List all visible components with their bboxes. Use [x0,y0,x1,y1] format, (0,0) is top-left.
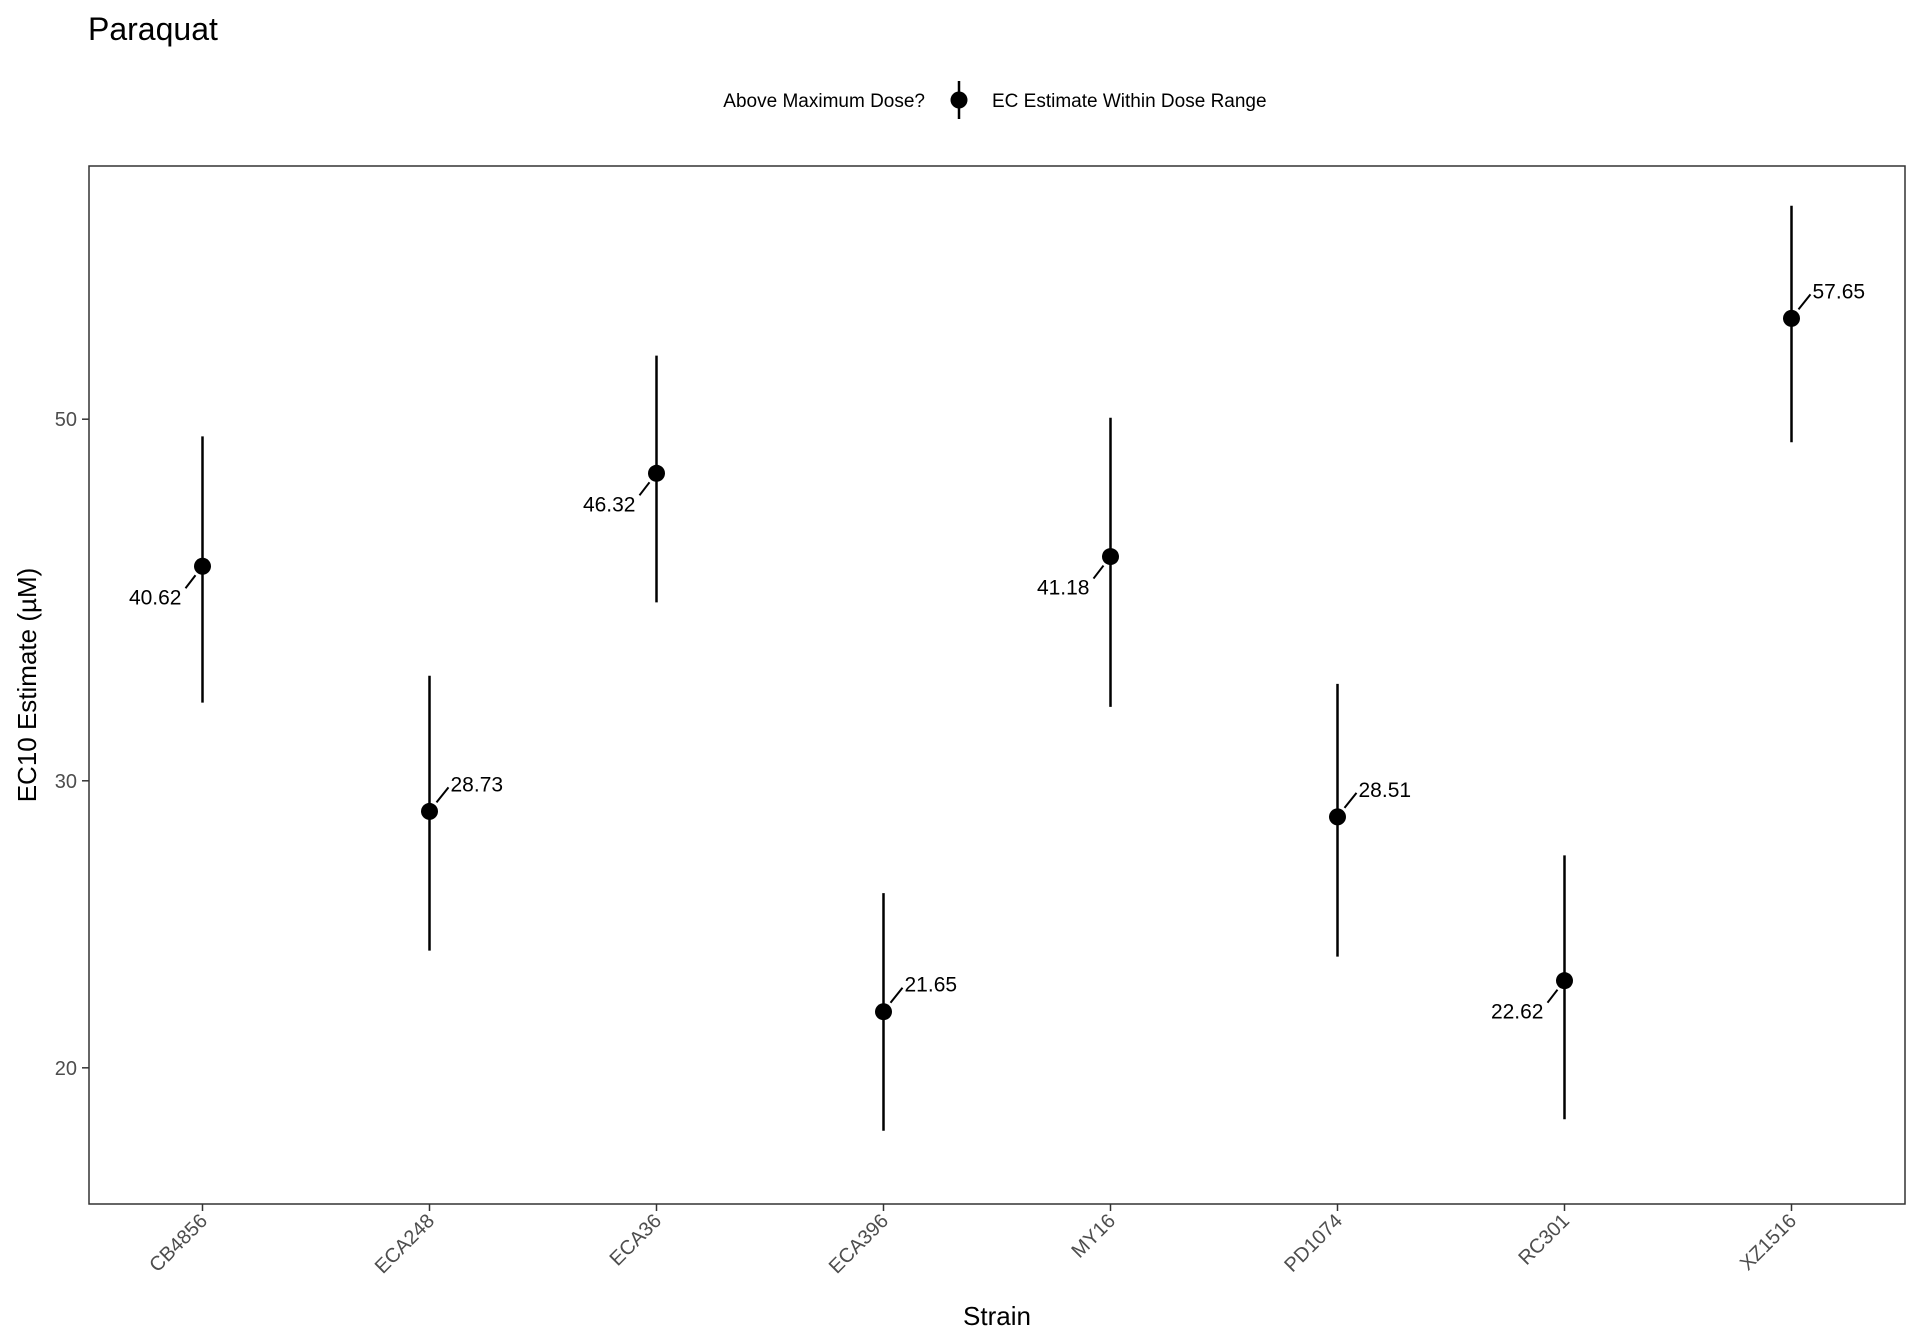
data-label: 57.65 [1813,280,1866,303]
x-tick-label: PD1074 [1280,1210,1347,1277]
x-axis-title: Strain [963,1301,1031,1331]
data-point [875,1003,892,1021]
data-point [194,557,211,575]
label-connector [889,987,904,1004]
label-connector [1092,564,1105,580]
label-connector [1343,792,1358,809]
data-marks: 40.62 28.73 46.32 21.65 41.18 28.51 22.62 57.65 [129,205,1866,1131]
y-tick-label: 20 [55,1058,77,1080]
label-connector [1797,293,1812,311]
y-tick-label: 50 [55,409,77,431]
label-connector [435,786,450,804]
data-point [1102,548,1119,566]
data-point [1556,972,1573,990]
legend-entry-within-range: EC Estimate Within Dose Range [992,91,1267,112]
plot-panel [88,165,1906,1205]
data-label: 41.18 [1037,577,1090,600]
label-connector [638,481,651,496]
label-connector [1546,989,1559,1004]
y-axis: 20 30 50 [55,409,89,1080]
x-tick-label: MY16 [1068,1210,1121,1263]
x-tick-label: ECA36 [606,1210,666,1270]
data-label: 28.73 [451,773,504,796]
x-tick-label: XZ1516 [1736,1210,1801,1275]
legend-key-point [950,91,968,109]
data-label: 22.62 [1491,1001,1544,1024]
x-axis: CB4856 ECA248 ECA36 ECA396 MY16 PD1074 RC301 XZ… [145,1204,1801,1278]
y-axis-title: EC10 Estimate (µM) [12,568,42,803]
x-tick-label: ECA248 [371,1210,439,1278]
legend: Above Maximum Dose? EC Estimate Within D… [723,81,1267,119]
data-point [1783,309,1800,327]
x-tick-label: RC301 [1514,1210,1574,1270]
data-point [1329,808,1346,826]
legend-title: Above Maximum Dose? [723,91,925,112]
data-label: 40.62 [129,586,182,609]
data-label: 46.32 [583,493,636,516]
data-label: 28.51 [1359,779,1412,802]
data-point [421,802,438,820]
label-connector [184,574,197,589]
x-tick-label: CB4856 [145,1210,212,1277]
data-label: 21.65 [905,974,958,997]
y-tick-label: 30 [55,771,77,793]
chart-title: Paraquat [88,11,218,47]
x-tick-label: ECA396 [825,1210,893,1278]
data-point [648,464,665,482]
